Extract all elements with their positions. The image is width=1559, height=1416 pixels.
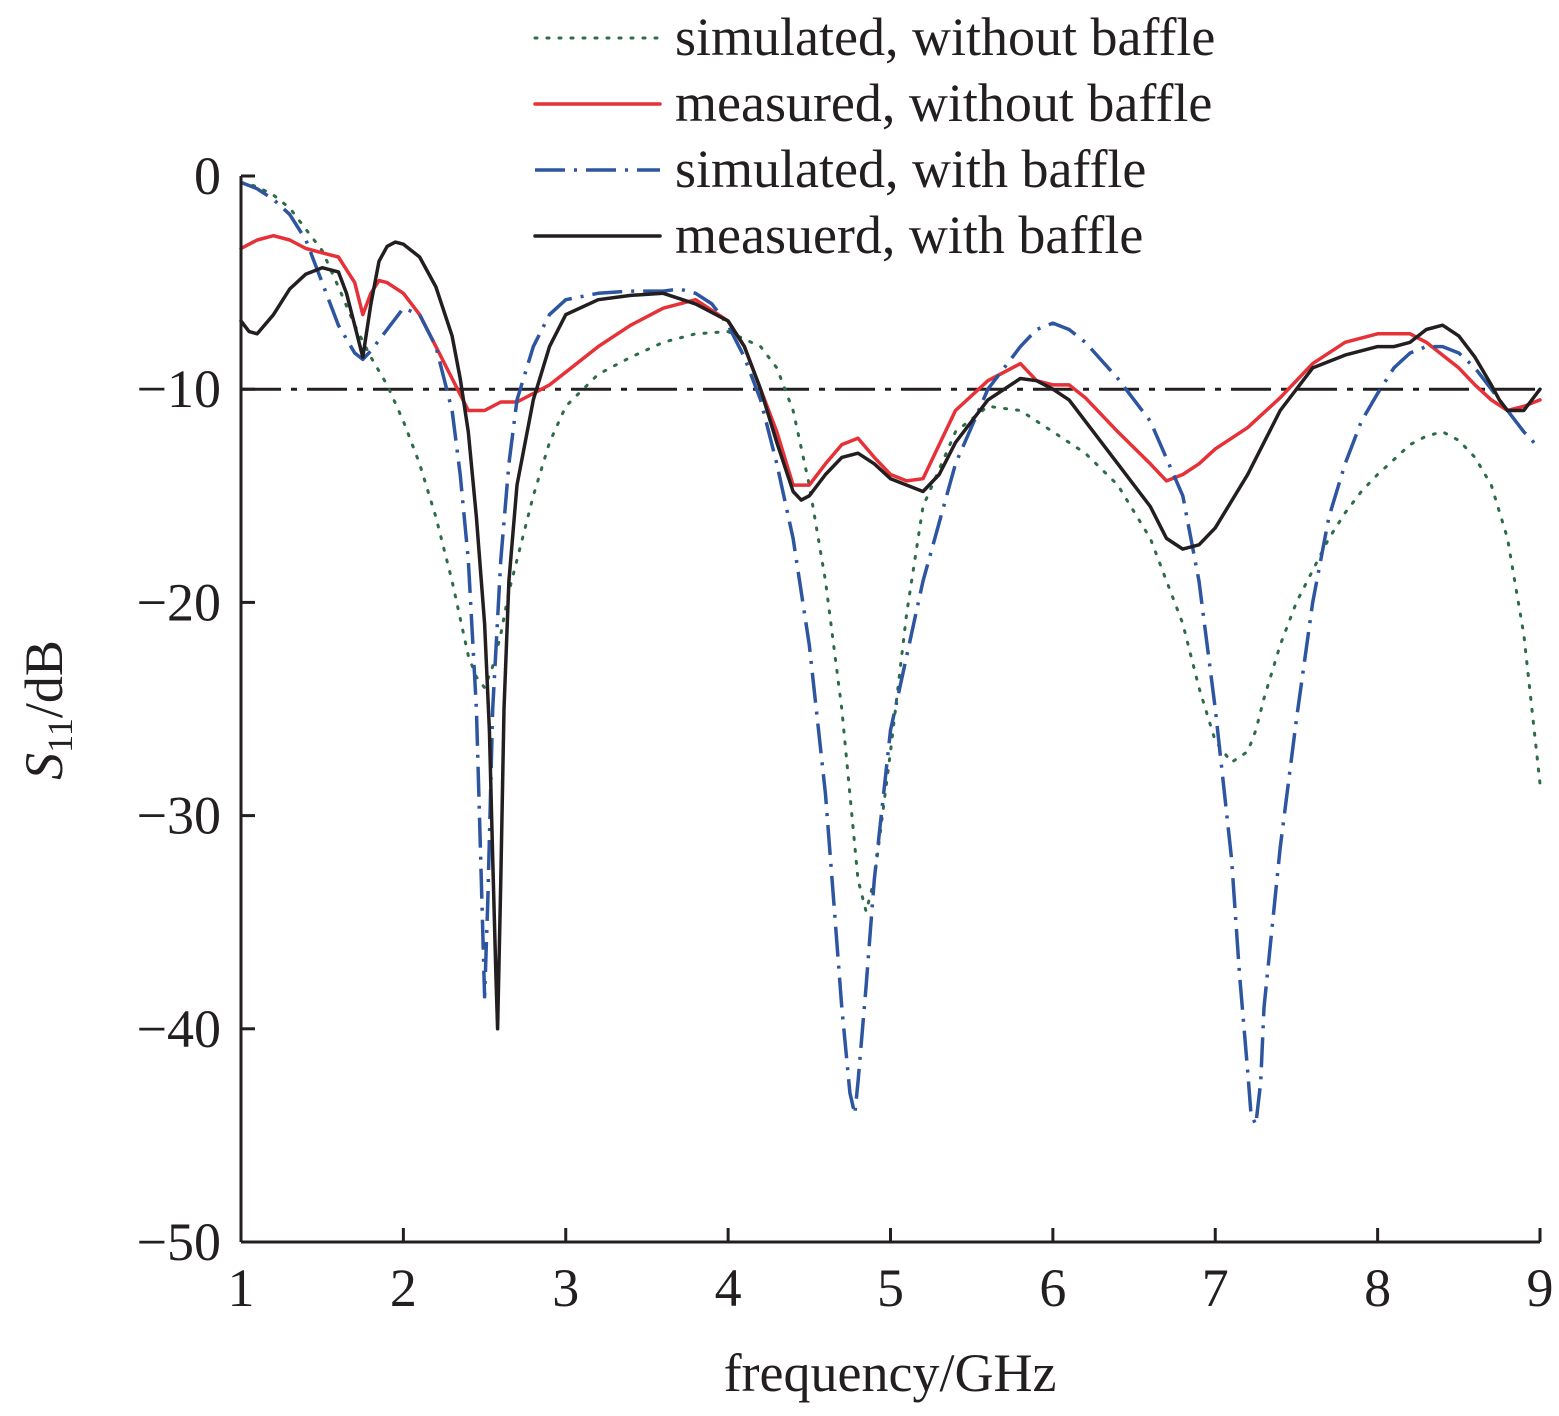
y-tick-label: −30 <box>137 786 221 846</box>
axes: 1 2 3 4 5 6 7 8 9 0 −10 −20 −30 −40 −50 <box>137 146 1554 1318</box>
x-tick-label: 6 <box>1039 1258 1066 1318</box>
y-axis-label-main: S <box>14 753 74 780</box>
y-axis-label: S11/dB <box>14 640 80 780</box>
series-line-3 <box>240 180 1542 1127</box>
x-tick-label: 8 <box>1364 1258 1391 1318</box>
legend-label-1: simulated, without baffle <box>675 7 1215 67</box>
series-line-4 <box>239 240 1542 1031</box>
y-axis-label-suffix: /dB <box>14 640 74 718</box>
plot-area <box>239 180 1542 1127</box>
x-tick-label: 3 <box>552 1258 579 1318</box>
x-tick-label: 5 <box>877 1258 904 1318</box>
x-ticks: 1 2 3 4 5 6 7 8 9 <box>228 1228 1554 1318</box>
series-layer <box>239 180 1542 1127</box>
y-tick-label: −10 <box>137 359 221 419</box>
series-line-1 <box>239 180 1542 913</box>
y-tick-label: −20 <box>137 572 221 632</box>
legend-label-3: simulated, with baffle <box>675 139 1146 199</box>
x-axis-label: frequency/GHz <box>724 1343 1057 1403</box>
y-ticks: 0 −10 −20 −30 −40 −50 <box>137 146 255 1272</box>
series-line-2 <box>239 233 1542 487</box>
legend-label-2: measured, without baffle <box>675 73 1212 133</box>
y-tick-label: −50 <box>137 1212 221 1272</box>
x-tick-label: 9 <box>1527 1258 1554 1318</box>
y-tick-label: 0 <box>194 146 221 206</box>
legend-label-4: measuerd, with baffle <box>675 205 1143 265</box>
x-tick-label: 2 <box>390 1258 417 1318</box>
x-tick-label: 7 <box>1202 1258 1229 1318</box>
x-tick-label: 1 <box>228 1258 255 1318</box>
x-tick-label: 4 <box>715 1258 742 1318</box>
y-axis-label-subscript: 11 <box>40 718 80 753</box>
y-tick-label: −40 <box>137 999 221 1059</box>
